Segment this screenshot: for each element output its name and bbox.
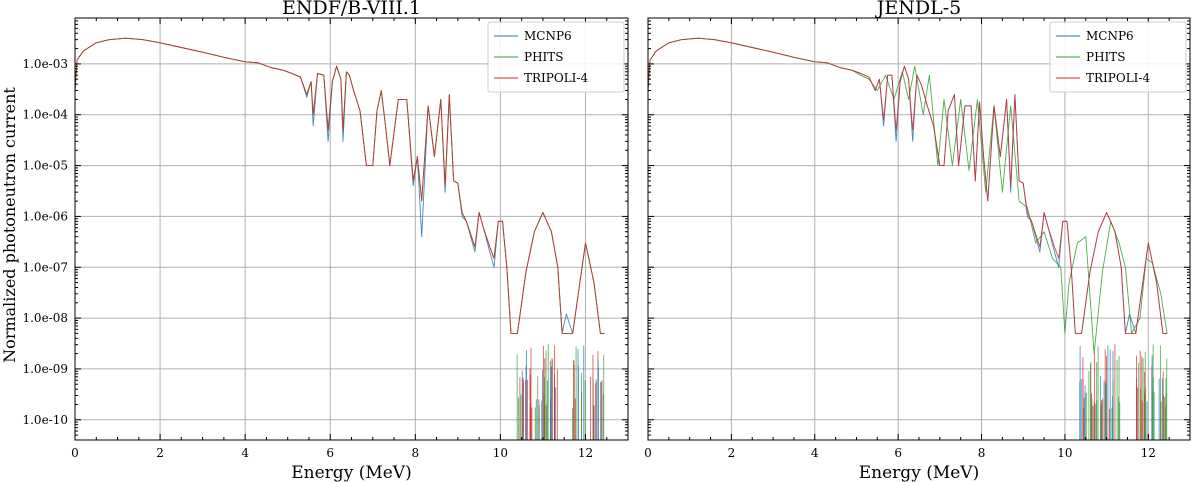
x-tick-label: 6 xyxy=(326,446,334,460)
series-line-tripoli-4 xyxy=(648,37,1168,334)
y-axis-label: Normalized photoneutron current xyxy=(0,87,19,363)
x-tick-label: 8 xyxy=(411,446,419,460)
x-tick-label: 12 xyxy=(578,446,593,460)
chart-panel-1: 0 2 4 6 8 10 12 1.0e-10 1.0e-09 1.0e-08 1.0e-07 1.0… xyxy=(22,0,629,482)
y-tick-label: 1.0e-08 xyxy=(22,311,68,325)
series-group xyxy=(648,37,1168,440)
y-tick-label: 1.0e-04 xyxy=(22,108,68,122)
x-tick-label: 4 xyxy=(241,446,249,460)
y-tick-label: 1.0e-09 xyxy=(22,362,68,376)
legend-box xyxy=(487,21,625,93)
legend: MCNP6 PHITS TRIPOLI-4 xyxy=(487,21,625,93)
y-tick-label: 1.0e-10 xyxy=(22,413,68,427)
chart-title: JENDL-5 xyxy=(875,0,961,19)
legend-label: MCNP6 xyxy=(524,29,572,43)
legend-label: MCNP6 xyxy=(1086,29,1134,43)
y-tick-label: 1.0e-07 xyxy=(22,260,68,274)
x-tick-label: 2 xyxy=(156,446,164,460)
legend-box xyxy=(1049,21,1187,93)
y-tick-label: 1.0e-05 xyxy=(22,159,68,173)
legend: MCNP6 PHITS TRIPOLI-4 xyxy=(1049,21,1187,93)
legend-label: PHITS xyxy=(524,50,564,64)
y-tick-label: 1.0e-06 xyxy=(22,209,68,223)
chart-title: ENDF/B-VIII.1 xyxy=(282,0,421,19)
x-tick-label: 8 xyxy=(978,446,986,460)
y-tick-label: 1.0e-03 xyxy=(22,57,68,71)
x-tick-label: 10 xyxy=(493,446,508,460)
x-axis-label: Energy (MeV) xyxy=(859,463,979,482)
x-axis-label: Energy (MeV) xyxy=(291,463,411,482)
x-tick-label: 10 xyxy=(1057,446,1072,460)
chart-panel-2: 0 2 4 6 8 10 12 JENDL-5 Energy (MeV) MCNP6 PHITS TR… xyxy=(644,0,1191,482)
x-tick-label: 0 xyxy=(71,446,79,460)
legend-label: TRIPOLI-4 xyxy=(1086,71,1150,85)
x-tick-label: 12 xyxy=(1141,446,1156,460)
series-group xyxy=(75,37,605,440)
legend-label: PHITS xyxy=(1086,50,1126,64)
x-tick-label: 4 xyxy=(811,446,819,460)
legend-label: TRIPOLI-4 xyxy=(524,71,588,85)
series-line-tripoli-4 xyxy=(75,37,605,334)
x-tick-label: 2 xyxy=(728,446,736,460)
x-tick-label: 0 xyxy=(644,446,652,460)
x-tick-label: 6 xyxy=(894,446,902,460)
